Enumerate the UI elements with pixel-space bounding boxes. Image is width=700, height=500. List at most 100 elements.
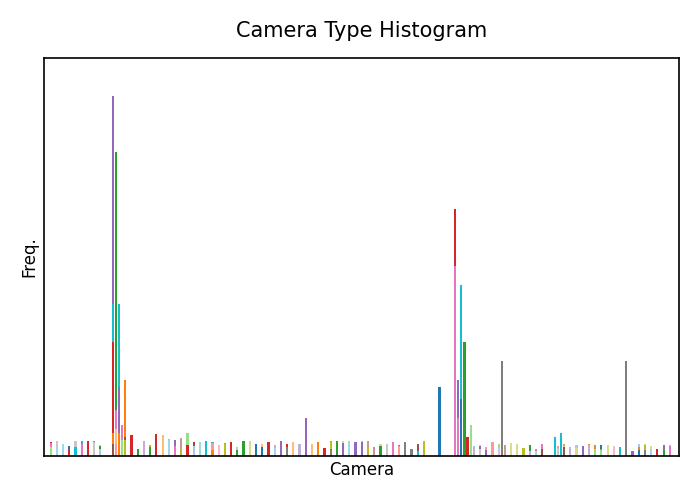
Bar	[410, 450, 413, 456]
Bar	[466, 436, 469, 456]
Bar	[470, 426, 472, 456]
Bar	[398, 446, 400, 456]
Bar	[143, 447, 145, 456]
Bar	[575, 446, 578, 456]
Bar	[563, 448, 565, 456]
Bar	[255, 444, 257, 456]
Bar	[274, 448, 276, 456]
Bar	[112, 433, 114, 456]
Bar	[569, 450, 571, 456]
Bar	[292, 450, 295, 456]
Bar	[336, 441, 338, 456]
Bar	[510, 450, 512, 456]
Bar	[563, 446, 565, 456]
Bar	[504, 446, 506, 456]
Bar	[255, 444, 257, 456]
Bar	[199, 442, 201, 456]
Bar	[588, 450, 590, 456]
Bar	[510, 442, 512, 456]
Bar	[473, 446, 475, 456]
Bar	[50, 447, 52, 456]
Bar	[155, 434, 158, 456]
Bar	[80, 444, 83, 456]
Bar	[405, 442, 407, 456]
Bar	[504, 446, 506, 456]
Bar	[130, 439, 132, 456]
Bar	[230, 442, 232, 456]
Bar	[56, 448, 58, 456]
Bar	[491, 446, 494, 456]
Bar	[323, 452, 326, 456]
Bar	[286, 446, 288, 456]
Bar	[193, 450, 195, 456]
Bar	[121, 426, 123, 456]
Bar	[168, 440, 170, 456]
Bar	[473, 448, 475, 456]
Bar	[528, 452, 531, 456]
Bar	[155, 435, 158, 456]
Bar	[638, 450, 640, 456]
Bar	[463, 342, 466, 456]
X-axis label: Camera: Camera	[329, 461, 394, 479]
Bar	[500, 361, 503, 456]
Bar	[522, 448, 525, 456]
Bar	[211, 442, 214, 456]
Bar	[386, 451, 388, 456]
Bar	[556, 448, 559, 456]
Bar	[193, 444, 195, 456]
Bar	[93, 442, 95, 456]
Bar	[485, 450, 487, 456]
Bar	[242, 441, 244, 456]
Bar	[560, 433, 562, 456]
Bar	[74, 445, 76, 456]
Bar	[379, 446, 382, 456]
Bar	[236, 450, 239, 456]
Bar	[112, 96, 114, 456]
Bar	[62, 446, 64, 456]
Bar	[280, 446, 282, 456]
Bar	[454, 210, 456, 456]
Bar	[554, 436, 556, 456]
Bar	[398, 445, 400, 456]
Bar	[224, 444, 226, 456]
Bar	[563, 444, 565, 456]
Bar	[248, 451, 251, 456]
Bar	[423, 442, 425, 456]
Bar	[461, 399, 463, 456]
Bar	[162, 435, 164, 456]
Bar	[298, 446, 300, 456]
Bar	[87, 446, 89, 456]
Bar	[517, 444, 519, 456]
Bar	[612, 446, 615, 456]
Bar	[606, 444, 609, 456]
Bar	[360, 446, 363, 456]
Bar	[575, 447, 578, 456]
Bar	[330, 448, 332, 456]
Bar	[118, 433, 120, 456]
Bar	[594, 450, 596, 456]
Bar	[491, 442, 494, 456]
Bar	[218, 448, 220, 456]
Bar	[317, 442, 319, 456]
Bar	[112, 304, 114, 456]
Bar	[650, 450, 652, 456]
Y-axis label: Freq.: Freq.	[21, 236, 38, 277]
Bar	[668, 448, 671, 456]
Bar	[479, 446, 481, 456]
Bar	[367, 447, 369, 456]
Bar	[211, 450, 214, 456]
Bar	[392, 442, 394, 456]
Bar	[575, 448, 578, 456]
Bar	[416, 451, 419, 456]
Bar	[298, 444, 300, 456]
Bar	[205, 440, 207, 456]
Bar	[612, 450, 615, 456]
Bar	[662, 449, 665, 456]
Bar	[168, 438, 170, 456]
Bar	[386, 444, 388, 456]
Bar	[461, 285, 463, 456]
Bar	[650, 446, 652, 456]
Bar	[379, 444, 382, 456]
Bar	[115, 410, 117, 456]
Bar	[118, 388, 120, 456]
